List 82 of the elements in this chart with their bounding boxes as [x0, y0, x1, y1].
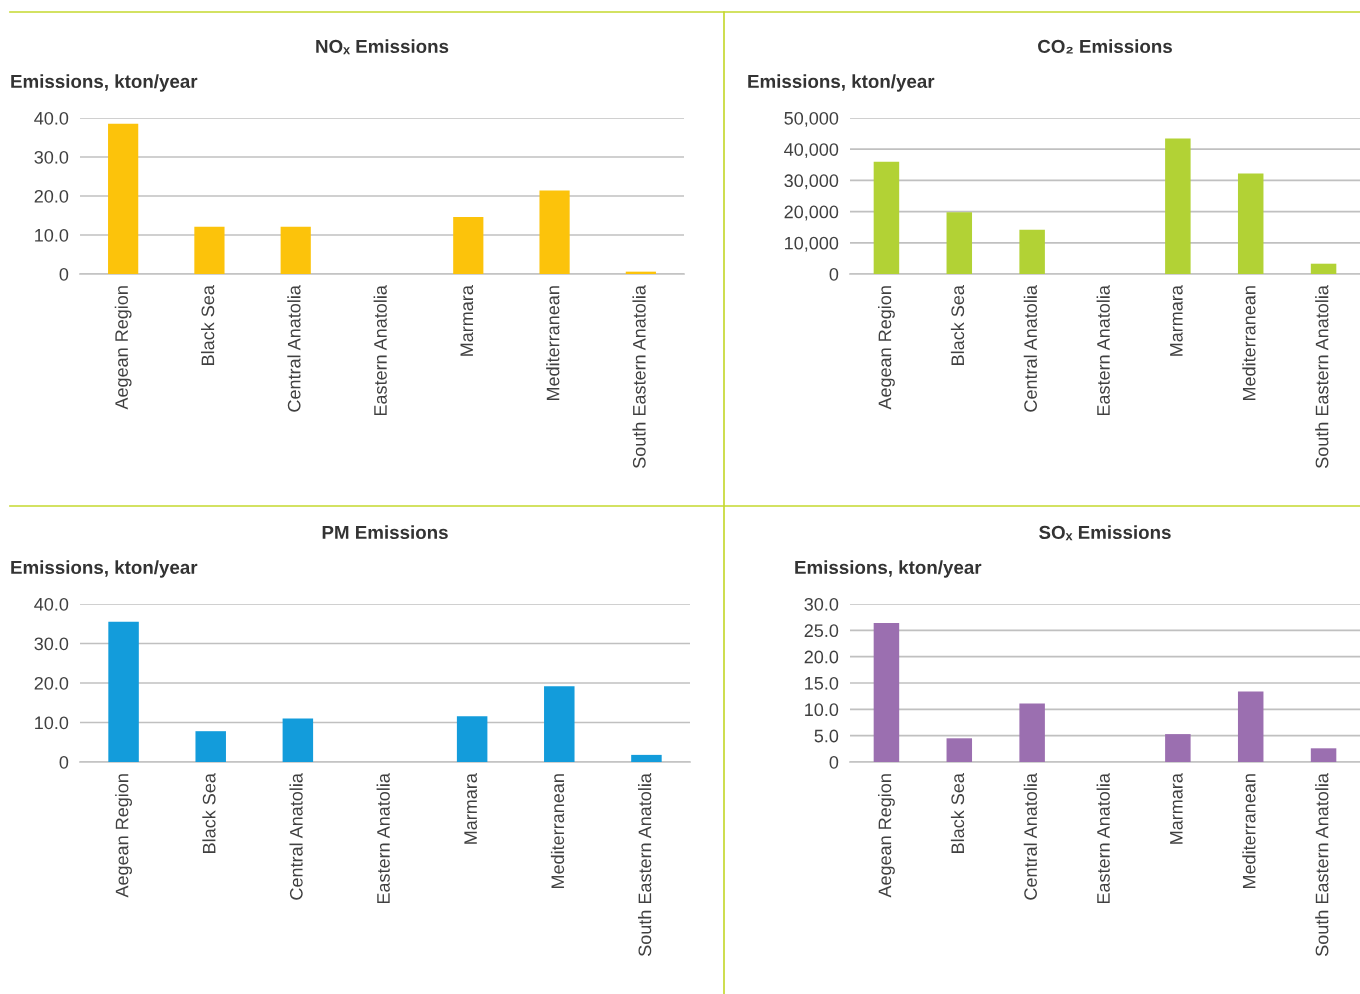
x-tick-label: Marmara	[460, 285, 474, 356]
y-tick-label: 0	[59, 267, 69, 281]
x-tick-label: Eastern Anatolia	[1096, 285, 1110, 416]
bar	[873, 161, 900, 274]
x-tick-label: Mediterranean	[546, 286, 560, 401]
x-tick-label: Eastern Anatolia	[376, 773, 390, 904]
bar	[946, 212, 973, 274]
x-tick-label: Marmara	[1170, 285, 1183, 356]
x-tick-label: Mediterranean	[550, 774, 565, 889]
y-tick-label: 40.0	[34, 111, 69, 125]
x-tick-label: Black Sea	[950, 773, 965, 853]
y-tick-label: 0	[829, 755, 839, 769]
y-tick-label: 40,000	[784, 143, 839, 159]
bar	[194, 226, 225, 274]
y-tick-label: 20.0	[34, 676, 69, 690]
bar	[108, 621, 139, 762]
bar	[1237, 173, 1264, 274]
bar	[873, 622, 900, 762]
y-tick-label: 50,000	[784, 111, 839, 127]
y-tick-label: 10,000	[785, 236, 839, 252]
bar	[1310, 748, 1337, 762]
x-tick-label: South Eastern Anatolia	[632, 285, 646, 468]
bar	[456, 716, 488, 762]
chart-title: SOₓ Emissions	[1039, 525, 1171, 541]
y-axis-title: Emissions, kton/year	[748, 74, 935, 92]
x-tick-label: Aegean Region	[878, 774, 895, 898]
bar	[539, 190, 570, 274]
bar	[946, 738, 973, 762]
bar	[1237, 691, 1264, 762]
x-tick-label: Marmara	[1170, 773, 1183, 844]
bar	[195, 731, 226, 762]
y-tick-label: 5.0	[814, 729, 839, 743]
x-tick-label: Black Sea	[950, 285, 965, 365]
bar	[1165, 138, 1191, 274]
chart-title: PM Emissions	[322, 525, 448, 540]
x-tick-label: Black Sea	[202, 773, 216, 853]
y-tick-label: 20.0	[34, 189, 69, 203]
chart-title: NOₓ Emissions	[316, 39, 449, 55]
y-tick-label: 20.0	[804, 650, 839, 664]
y-tick-label: 20,000	[784, 205, 839, 221]
y-tick-label: 30.0	[34, 150, 69, 164]
y-tick-label: 25.0	[804, 624, 839, 638]
x-tick-label: Eastern Anatolia	[1096, 773, 1110, 904]
y-axis-title: Emissions, kton/year	[11, 560, 198, 578]
y-tick-label: 30.0	[804, 597, 839, 611]
x-tick-label: Central Anatolia	[289, 773, 303, 900]
x-tick-label: South Eastern Anatolia	[1315, 773, 1329, 956]
x-tick-label: Central Anatolia	[1023, 773, 1037, 900]
y-tick-label: 0	[829, 267, 839, 281]
bar	[1019, 703, 1045, 762]
bar	[282, 718, 314, 762]
y-tick-label: 40.0	[34, 597, 69, 611]
bar	[544, 686, 575, 762]
x-tick-label: South Eastern Anatolia	[638, 773, 652, 956]
bar	[108, 123, 139, 274]
y-tick-label: 0	[59, 755, 69, 769]
x-tick-label: Marmara	[464, 773, 477, 844]
y-tick-label: 10.0	[35, 716, 69, 730]
x-tick-label: Mediterranean	[1242, 774, 1256, 889]
x-tick-label: Mediterranean	[1242, 286, 1256, 401]
x-tick-label: Black Sea	[201, 285, 215, 365]
y-tick-label: 10.0	[35, 228, 69, 242]
x-tick-label: Central Anatolia	[1023, 285, 1037, 412]
x-tick-label: Aegean Region	[115, 774, 132, 898]
bar	[1019, 229, 1045, 274]
y-tick-label: 10.0	[805, 703, 839, 717]
y-axis-title: Emissions, kton/year	[795, 560, 982, 578]
y-tick-label: 30,000	[784, 174, 839, 190]
y-tick-label: 30.0	[34, 637, 69, 651]
x-tick-label: Central Anatolia	[287, 285, 301, 412]
bar	[1165, 734, 1191, 762]
x-tick-label: Aegean Region	[878, 286, 895, 410]
x-tick-label: South Eastern Anatolia	[1315, 285, 1329, 468]
x-tick-label: Eastern Anatolia	[373, 285, 387, 416]
bar	[1310, 263, 1337, 274]
y-tick-label: 15.0	[805, 676, 839, 690]
y-axis-title: Emissions, kton/year	[11, 74, 198, 92]
bar	[631, 754, 662, 762]
bar	[453, 217, 484, 274]
bar	[280, 226, 311, 274]
chart-title: CO₂ Emissions	[1038, 39, 1172, 54]
x-tick-label: Aegean Region	[114, 286, 132, 410]
